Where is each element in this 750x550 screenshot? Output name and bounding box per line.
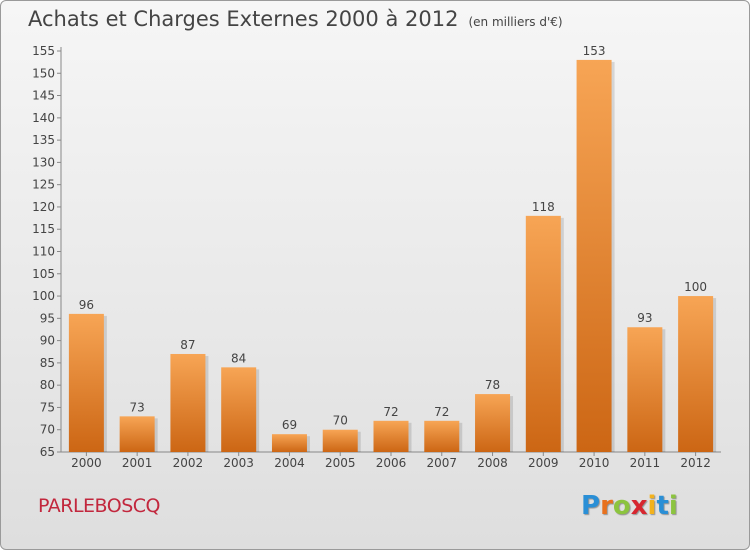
x-tick-label: 2007: [426, 456, 457, 470]
logo-letter: P: [581, 491, 601, 521]
x-tick-label: 2002: [173, 456, 204, 470]
y-tick-label: 130: [32, 155, 55, 169]
y-tick-label: 75: [40, 400, 55, 414]
x-tick-label: 2000: [71, 456, 102, 470]
data-label: 72: [434, 405, 449, 419]
bar-2004: [271, 434, 307, 452]
y-tick-label: 145: [32, 89, 55, 103]
y-tick-label: 70: [40, 423, 55, 437]
y-tick-label: 80: [40, 378, 55, 392]
x-tick-label: 2006: [376, 456, 407, 470]
bar-2011: [627, 327, 663, 452]
data-label: 69: [282, 418, 297, 432]
data-label: 72: [383, 405, 398, 419]
chart-unit-note: (en milliers d'€): [468, 15, 563, 29]
bar-2003: [221, 367, 257, 452]
bar-2007: [424, 420, 460, 452]
x-tick-label: 2008: [477, 456, 508, 470]
y-tick-label: 155: [32, 44, 55, 58]
data-label: 84: [231, 351, 246, 365]
y-tick-label: 150: [32, 66, 55, 80]
logo-letter: t: [656, 491, 669, 521]
bar-2002: [170, 353, 206, 452]
x-tick-label: 2011: [630, 456, 661, 470]
y-tick-label: 140: [32, 111, 55, 125]
y-tick-label: 100: [32, 289, 55, 303]
data-label: 96: [79, 298, 94, 312]
x-tick-label: 2010: [579, 456, 610, 470]
proxiti-logo: Proxiti: [581, 491, 678, 521]
bar-2008: [475, 394, 511, 452]
data-label: 78: [485, 378, 500, 392]
bar-2000: [68, 313, 104, 452]
y-tick-label: 120: [32, 200, 55, 214]
x-tick-label: 2012: [680, 456, 711, 470]
y-tick-label: 85: [40, 356, 55, 370]
bar-2005: [322, 429, 358, 452]
bar-2001: [119, 416, 155, 452]
y-tick-label: 90: [40, 334, 55, 348]
y-tick-label: 135: [32, 133, 55, 147]
data-label: 87: [180, 338, 195, 352]
bar-2010: [576, 59, 612, 453]
y-tick-label: 105: [32, 267, 55, 281]
logo-letter: r: [600, 491, 613, 521]
data-label: 73: [130, 400, 145, 414]
data-label: 100: [684, 280, 707, 294]
data-label: 153: [583, 44, 606, 58]
bar-2012: [678, 296, 714, 452]
y-tick-label: 125: [32, 178, 55, 192]
x-tick-label: 2009: [528, 456, 559, 470]
bar-2009: [525, 215, 561, 452]
y-tick-label: 115: [32, 222, 55, 236]
chart-title-main: Achats et Charges Externes 2000 à 2012: [28, 7, 459, 31]
x-tick-label: 2004: [274, 456, 305, 470]
x-tick-label: 2001: [122, 456, 153, 470]
data-label: 70: [333, 414, 348, 428]
logo-letter: o: [612, 491, 631, 521]
y-tick-label: 110: [32, 245, 55, 259]
town-name: PARLEBOSCQ: [38, 495, 160, 517]
bar-2006: [373, 420, 409, 452]
logo-letter: i: [647, 491, 657, 521]
chart-title: Achats et Charges Externes 2000 à 2012 (e…: [28, 7, 563, 31]
x-tick-label: 2005: [325, 456, 356, 470]
data-label: 93: [637, 311, 652, 325]
logo-letter: i: [668, 491, 678, 521]
x-tick-label: 2003: [223, 456, 254, 470]
y-tick-label: 95: [40, 311, 55, 325]
y-tick-label: 65: [40, 445, 55, 459]
data-label: 118: [532, 200, 555, 214]
logo-letter: x: [630, 491, 648, 521]
